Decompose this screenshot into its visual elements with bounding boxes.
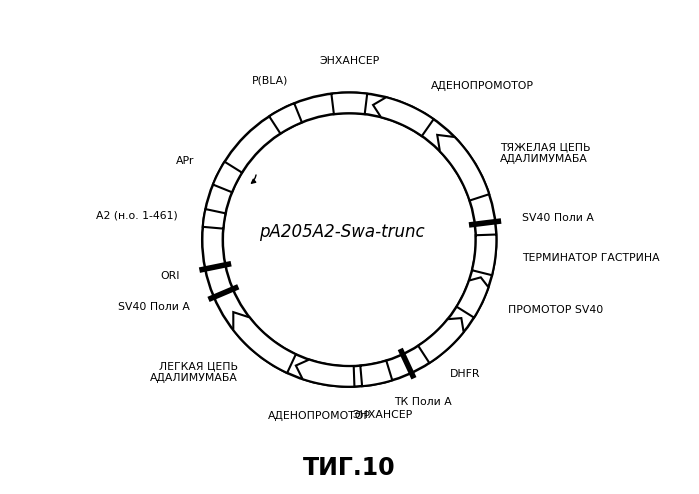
Polygon shape — [233, 312, 296, 373]
Polygon shape — [331, 92, 367, 114]
Text: ΤИГ.10: ΤИГ.10 — [303, 455, 396, 480]
Polygon shape — [213, 162, 242, 192]
Text: A2 (н.о. 1-461): A2 (н.о. 1-461) — [96, 210, 178, 220]
Polygon shape — [296, 360, 354, 387]
Polygon shape — [360, 361, 392, 386]
Text: SV40 Поли А: SV40 Поли А — [117, 302, 189, 313]
Text: АДЕНОПРОМОТОР: АДЕНОПРОМОТОР — [268, 411, 370, 420]
Text: APr: APr — [176, 156, 194, 166]
Polygon shape — [456, 277, 489, 318]
Text: ЭНХАНСЕР: ЭНХАНСЕР — [352, 410, 412, 420]
Polygon shape — [418, 318, 463, 363]
Text: ТЕРМИНАТОР ГАСТРИНА: ТЕРМИНАТОР ГАСТРИНА — [522, 253, 660, 263]
Text: ТК Поли А: ТК Поли А — [394, 397, 452, 407]
Polygon shape — [269, 103, 302, 133]
Text: АДЕНОПРОМОТОР: АДЕНОПРОМОТОР — [431, 82, 534, 91]
Polygon shape — [373, 97, 433, 136]
Polygon shape — [472, 235, 496, 275]
FancyArrowPatch shape — [252, 175, 256, 183]
Text: ЛЕГКАЯ ЦЕПЬ
АДАЛИМУМАБА: ЛЕГКАЯ ЦЕПЬ АДАЛИМУМАБА — [150, 362, 238, 383]
Text: ТЯЖЕЛАЯ ЦЕПЬ
АДАЛИМУМАБА: ТЯЖЕЛАЯ ЦЕПЬ АДАЛИМУМАБА — [500, 142, 590, 164]
Text: ORI: ORI — [160, 271, 180, 281]
Text: pA205A2-Swa-trunc: pA205A2-Swa-trunc — [259, 223, 425, 241]
Text: SV40 Поли А: SV40 Поли А — [521, 213, 593, 223]
Polygon shape — [437, 135, 489, 201]
Text: ЭНХАНСЕР: ЭНХАНСЕР — [319, 56, 380, 66]
Polygon shape — [203, 209, 226, 229]
Text: P(BLA): P(BLA) — [252, 75, 289, 85]
Text: ПРОМОТОР SV40: ПРОМОТОР SV40 — [508, 305, 603, 315]
Text: DHFR: DHFR — [450, 369, 481, 378]
